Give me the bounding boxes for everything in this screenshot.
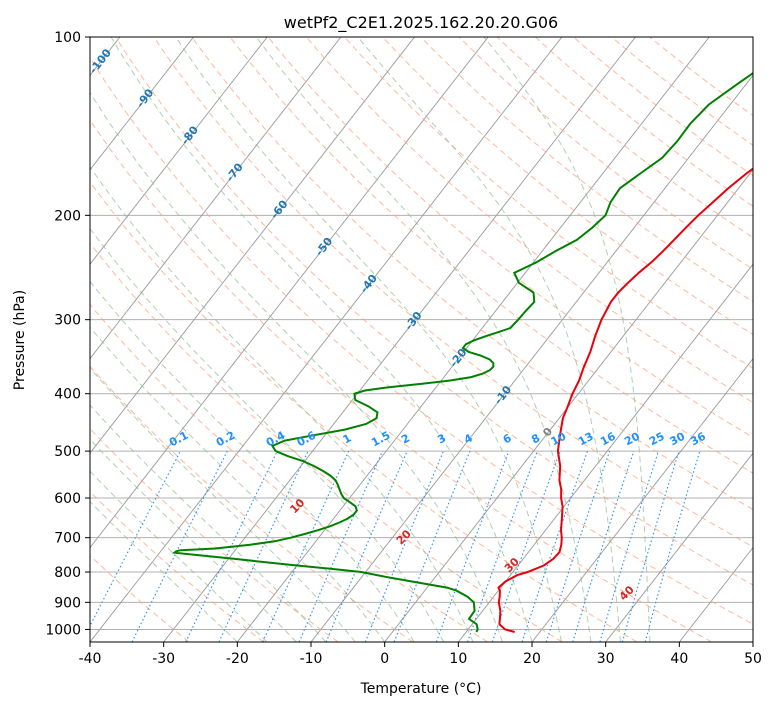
- y-tick-label: 900: [54, 595, 81, 611]
- dry-adiabat-line: [458, 37, 753, 270]
- x-tick-label: 10: [449, 651, 467, 667]
- moist-adiabat-line: [90, 227, 445, 642]
- moist-adiabat-line: [90, 165, 474, 642]
- mixing-ratio-line: [131, 450, 228, 642]
- moist-adiabat-line: [90, 470, 268, 642]
- x-tick-label: -10: [300, 651, 323, 667]
- moist-adiabat-line: [483, 37, 651, 642]
- mixing-ratio-label: 13: [576, 430, 596, 449]
- isotherm-line: [90, 37, 563, 642]
- dry-adiabat-line: [90, 56, 753, 625]
- y-tick-label: 100: [54, 30, 81, 46]
- mixing-ratio-label: 16: [598, 430, 618, 449]
- moist-adiabat-line: [357, 37, 621, 642]
- mixing-ratio-line: [90, 450, 181, 628]
- isotherm-line: [90, 37, 489, 549]
- isotherm-line: [605, 452, 753, 642]
- dry-adiabat-line: [90, 427, 339, 642]
- x-tick-label: 40: [670, 651, 688, 667]
- mixing-ratio-line: [325, 450, 408, 642]
- background-grid: [90, 37, 753, 642]
- x-tick-label: -20: [226, 651, 249, 667]
- x-tick-label: -30: [152, 651, 175, 667]
- isotherm-line: [90, 37, 415, 454]
- dewpoint-profile: [171, 71, 753, 633]
- isotherm-line: [163, 37, 636, 642]
- dry-adiabat-line: [115, 37, 753, 586]
- mixing-ratio-line: [185, 450, 278, 642]
- mixing-ratio-line: [521, 450, 589, 642]
- dry-adiabat-line: [267, 37, 753, 438]
- mixing-ratio-line: [298, 450, 384, 642]
- moist-adiabat-line: [90, 91, 503, 642]
- y-tick-label: 400: [54, 387, 81, 403]
- y-tick-label: 500: [54, 444, 81, 460]
- dry-adiabat-line: [90, 181, 638, 642]
- x-tick-label: 0: [380, 651, 389, 667]
- dry-adiabat-line: [420, 37, 753, 303]
- moist-adiabat-line: [90, 404, 327, 642]
- isotherm-line: [90, 37, 342, 360]
- mixing-ratio-label: 10: [549, 430, 569, 449]
- moist-adiabat-line: [90, 326, 386, 642]
- mixing-ratio-label: 20: [622, 429, 642, 448]
- dry-adiabat-line: [305, 37, 753, 404]
- y-tick-label: 600: [54, 491, 81, 507]
- moist-adiabat-line: [90, 280, 415, 642]
- mixing-ratio-line: [435, 450, 510, 642]
- dry-adiabat-line: [90, 242, 563, 642]
- x-tick-label: 20: [523, 651, 541, 667]
- y-tick-label: 700: [54, 531, 81, 547]
- mixing-ratio-line: [218, 450, 309, 642]
- y-tick-label: 1000: [45, 622, 81, 638]
- y-axis-label: Pressure (hPa): [12, 290, 28, 390]
- x-tick-label: -40: [79, 651, 102, 667]
- y-tick-label: 200: [54, 208, 81, 224]
- moist-adiabat-line: [110, 37, 533, 642]
- isotherm-line: [310, 74, 753, 642]
- dry-adiabat-line: [229, 37, 753, 474]
- isotherm-line: [90, 37, 194, 171]
- mixing-ratio-line: [262, 450, 350, 642]
- moist-adiabat-line: [90, 367, 356, 642]
- dry-adiabat-line: [611, 37, 753, 146]
- dry-adiabat-line: [153, 37, 753, 548]
- temperature-profile: [497, 167, 753, 633]
- plot-frame: [89, 36, 754, 643]
- isotherm-line: [90, 37, 268, 265]
- moist-adiabat-line: [255, 37, 592, 642]
- y-tick-label: 300: [54, 313, 81, 329]
- moist-adiabat-line: [90, 500, 238, 642]
- mixing-ratio-label: 25: [647, 430, 667, 449]
- y-tick-label: 800: [54, 565, 81, 581]
- isotherm-line: [236, 37, 710, 642]
- moist-adiabat-line: [175, 37, 562, 642]
- profiles-layer: [171, 71, 753, 633]
- mixing-ratio-label: 30: [668, 429, 688, 448]
- isotherm-line: [384, 169, 753, 642]
- mixing-ratio-label: 36: [688, 430, 708, 449]
- mixing-ratio-line: [491, 450, 561, 642]
- dry-adiabat-line: [344, 37, 753, 369]
- chart-title: wetPf2_C2E1.2025.162.20.20.G06: [284, 13, 558, 33]
- x-axis-label: Temperature (°C): [360, 681, 482, 697]
- x-tick-label: 50: [744, 651, 762, 667]
- axes-layer: -40 -30 -20 -10 0 10 20 30 40 50 100 200 300 400 500 60…: [45, 30, 762, 667]
- moist-adiabat-line: [90, 438, 297, 642]
- x-tick-label: 30: [597, 651, 615, 667]
- dry-adiabat-line: [382, 37, 753, 336]
- mixing-ratio-line: [466, 450, 538, 642]
